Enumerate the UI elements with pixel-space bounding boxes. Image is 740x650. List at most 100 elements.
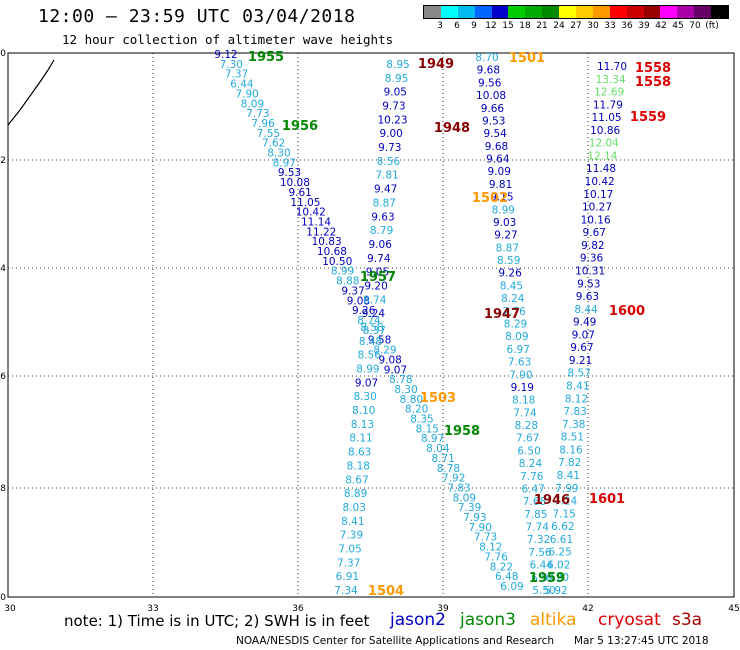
swh-reading: 10.42 xyxy=(296,207,326,219)
swh-reading: 7.83 xyxy=(563,406,586,418)
swh-reading: 6.20 xyxy=(546,572,569,584)
swh-reading: 8.95 xyxy=(386,59,409,71)
colorbar-swatch xyxy=(711,6,729,18)
swh-reading: 7.62 xyxy=(262,138,285,150)
pass-number-altika: 1503 xyxy=(420,391,456,406)
swh-reading: 8.30 xyxy=(353,391,376,403)
footnote: note: 1) Time is in UTC; 2) SWH is in fe… xyxy=(64,612,370,630)
swh-reading: 7.85 xyxy=(524,509,547,521)
swh-reading: 9.26 xyxy=(352,305,376,317)
altimeter-tracks: 9.127.307.376.447.908.097.737.967.557.62… xyxy=(214,49,627,597)
swh-reading: 8.71 xyxy=(431,453,454,465)
swh-reading: 6.61 xyxy=(550,534,573,546)
swh-reading: 7.39 xyxy=(458,502,481,514)
swh-reading: 8.87 xyxy=(496,242,519,254)
swh-reading: 8.97 xyxy=(273,157,296,169)
y-tick-label: -40 xyxy=(0,593,6,603)
swh-reading: 7.90 xyxy=(509,369,532,381)
swh-reading: 8.03 xyxy=(343,502,366,514)
swh-reading: 9.21 xyxy=(569,355,592,367)
swh-reading: 9.53 xyxy=(482,115,505,127)
swh-reading: 9.05 xyxy=(366,267,389,279)
x-tick-label: 42 xyxy=(582,604,593,614)
pass-number-altika: 1502 xyxy=(472,191,508,206)
swh-reading: 9.54 xyxy=(483,128,507,140)
page-title: 12:00 — 23:59 UTC 03/04/2018 xyxy=(38,6,356,27)
swh-reading: 9.47 xyxy=(374,184,397,196)
pass-number-jason3: 1956 xyxy=(282,119,318,134)
swh-reading: 7.32 xyxy=(527,534,550,546)
y-tick-label: -36 xyxy=(0,372,6,382)
swh-reading: 7.38 xyxy=(562,419,585,431)
swh-reading: 9.61 xyxy=(288,187,311,199)
colorbar-label: 70 xyxy=(689,21,701,31)
swh-reading: 7.96 xyxy=(251,118,275,130)
pass-number-s3a: 1559 xyxy=(630,110,666,125)
page-subtitle: 12 hour collection of altimeter wave hei… xyxy=(62,32,394,47)
swh-reading: 7.76 xyxy=(520,471,544,483)
swh-reading: 5.92 xyxy=(544,585,567,597)
swh-reading: 8.37 xyxy=(363,325,386,337)
swh-reading: 9.24 xyxy=(362,308,386,320)
colorbar-swatch xyxy=(576,6,593,18)
footer: NOAA/NESDIS Center for Satellite Applica… xyxy=(236,635,709,647)
swh-reading: 9.08 xyxy=(378,354,401,366)
swh-reading: 8.18 xyxy=(512,395,535,407)
swh-reading: 8.12 xyxy=(565,393,588,405)
map-frame xyxy=(7,52,735,598)
swh-reading: 10.16 xyxy=(581,214,611,226)
swh-reading: 9.08 xyxy=(347,295,370,307)
footer-credit: NOAA/NESDIS Center for Satellite Applica… xyxy=(236,635,554,647)
swh-reading: 7.83 xyxy=(447,482,470,494)
swh-reading: 9.37 xyxy=(341,285,364,297)
swh-reading: 5.50 xyxy=(532,585,555,597)
swh-reading: 9.15 xyxy=(490,192,513,204)
colorbar-swatch xyxy=(609,6,627,18)
swh-reading: 7.05 xyxy=(338,543,361,555)
pass-number-altika: 1501 xyxy=(509,51,545,66)
swh-reading: 6.97 xyxy=(507,344,530,356)
swh-reading: 10.83 xyxy=(312,236,342,248)
colorbar-label: 24 xyxy=(553,21,565,31)
swh-reading: 9.27 xyxy=(494,230,517,242)
swh-reading: 11.05 xyxy=(592,112,622,124)
swh-reading: 8.30 xyxy=(394,384,417,396)
swh-reading: 7.55 xyxy=(257,128,280,140)
colorbar-swatch xyxy=(643,6,661,18)
colorbar xyxy=(423,5,729,19)
swh-reading: 9.00 xyxy=(379,128,402,140)
swh-reading: 9.74 xyxy=(367,253,391,265)
pass-number-s3a: 1558 xyxy=(635,75,671,90)
swh-reading: 10.08 xyxy=(280,177,310,189)
swh-reading: 8.63 xyxy=(348,447,371,459)
swh-reading: 10.42 xyxy=(585,176,615,188)
swh-reading: 7.76 xyxy=(502,306,526,318)
swh-reading: 7.74 xyxy=(526,522,550,534)
pass-number-cryosat: 1948 xyxy=(434,121,470,136)
swh-reading: 7.67 xyxy=(516,433,539,445)
swh-reading: 8.04 xyxy=(426,443,450,455)
swh-reading: 7.81 xyxy=(375,170,398,182)
swh-reading: 10.23 xyxy=(377,114,407,126)
swh-reading: 9.68 xyxy=(477,65,500,77)
swh-reading: 8.78 xyxy=(437,463,460,475)
colorbar-label: 18 xyxy=(519,21,531,31)
swh-reading: 9.81 xyxy=(489,179,512,191)
swh-reading: 8.56 xyxy=(377,156,401,168)
swh-reading: 8.41 xyxy=(566,381,589,393)
swh-reading: 11.79 xyxy=(593,99,623,111)
colorbar-label: 45 xyxy=(672,21,684,31)
swh-reading: 9.73 xyxy=(382,101,405,113)
swh-reading: 9.67 xyxy=(570,342,593,354)
swh-reading: 8.59 xyxy=(497,255,520,267)
swh-reading: 11.70 xyxy=(597,61,627,73)
swh-reading: 9.19 xyxy=(511,382,534,394)
swh-reading: 7.90 xyxy=(235,88,258,100)
pass-number-altika: 1504 xyxy=(368,584,404,599)
swh-reading: 10.50 xyxy=(322,256,352,268)
swh-reading: 8.79 xyxy=(370,225,393,237)
swh-reading: 8.16 xyxy=(559,444,583,456)
swh-reading: 8.09 xyxy=(505,331,528,343)
map-grid xyxy=(8,53,734,597)
swh-reading: 8.09 xyxy=(453,492,476,504)
